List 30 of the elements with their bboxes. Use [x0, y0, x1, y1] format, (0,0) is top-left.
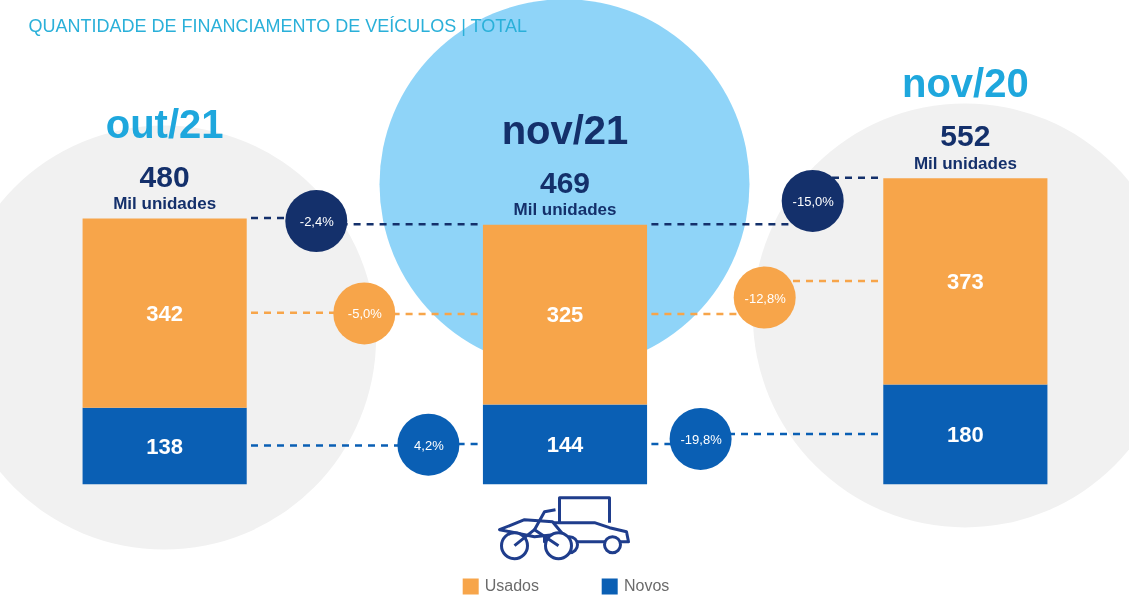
- x-tick-label: out/21: [105, 101, 224, 146]
- total-label: 469: [539, 165, 591, 199]
- x-tick-label: nov/21: [501, 107, 629, 152]
- annotation: -2,4%: [299, 214, 335, 230]
- data-label: 342: [146, 300, 184, 326]
- annotation: -15,0%: [792, 193, 835, 209]
- bar: [82, 407, 247, 485]
- bar: [482, 404, 648, 485]
- data-label: 180: [947, 421, 984, 447]
- total-label: 552: [940, 119, 991, 153]
- legend-label: Novos: [623, 577, 670, 595]
- bar: [82, 218, 247, 408]
- annotation: Mil unidades: [513, 200, 617, 220]
- annotation: -12,8%: [744, 290, 787, 306]
- annotation: -5,0%: [347, 306, 383, 322]
- annotation: 4,2%: [414, 437, 445, 453]
- bar: [883, 384, 1048, 485]
- annotation: Mil unidades: [913, 154, 1017, 174]
- data-label: 144: [546, 431, 585, 457]
- legend-label: Usados: [484, 577, 539, 595]
- total-label: 480: [139, 159, 190, 193]
- annotation: Mil unidades: [113, 194, 217, 214]
- data-label: 138: [146, 433, 184, 459]
- bar: [482, 224, 648, 405]
- annotation: -19,8%: [680, 431, 723, 447]
- x-tick-label: nov/20: [902, 61, 1029, 106]
- data-label: 373: [947, 268, 984, 294]
- data-label: 325: [546, 302, 584, 328]
- chart-title: QUANTIDADE DE FINANCIAMENTO DE VEÍCULOS | TOTAL: [28, 15, 527, 36]
- bar: [883, 178, 1048, 385]
